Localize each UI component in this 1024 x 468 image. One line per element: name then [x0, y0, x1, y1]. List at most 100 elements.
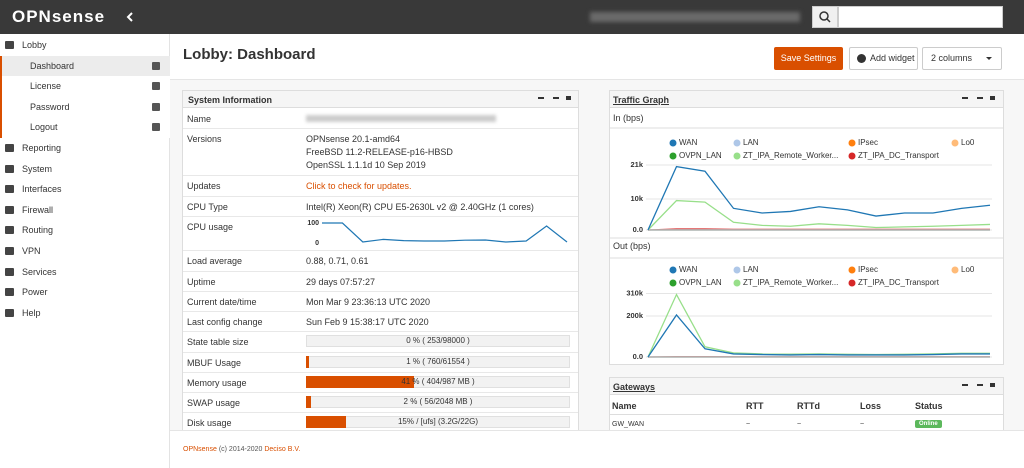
- legend-dot: [669, 266, 677, 274]
- series-line: [647, 313, 990, 358]
- save-button[interactable]: Save Settings: [774, 47, 843, 70]
- search-icon-handle: [826, 18, 831, 23]
- menu-item[interactable]: Power: [22, 287, 48, 298]
- gateways-header: [609, 377, 1004, 395]
- legend-label: LAN: [743, 265, 759, 274]
- y-tick-label: 21k: [630, 160, 643, 169]
- traffic-title[interactable]: Traffic Graph: [613, 95, 670, 105]
- progress-label: 2 % ( 56/2048 MB ): [403, 397, 473, 406]
- progress-fill: [306, 396, 312, 408]
- panel-controls[interactable]: [538, 96, 995, 387]
- menu-icon: [5, 288, 14, 297]
- row-separator: [183, 331, 578, 333]
- legend-dot: [669, 152, 677, 160]
- column-header: Loss: [860, 401, 882, 411]
- legend-label: IPsec: [858, 138, 878, 147]
- legend-label: Lo0: [961, 138, 975, 147]
- row-value: OpenSSL 1.1.1d 10 Sep 2019: [306, 160, 426, 170]
- update-link[interactable]: Click to check for updates.: [306, 181, 412, 191]
- menu-item[interactable]: Reporting: [22, 143, 62, 153]
- name-blur: [306, 115, 496, 122]
- menu-icon: [5, 41, 14, 49]
- series-line: [647, 199, 991, 231]
- row-label: Name: [187, 114, 212, 124]
- menu-item[interactable]: Routing: [22, 225, 54, 236]
- traffic-header: [609, 90, 1004, 108]
- menu-item[interactable]: VPN: [22, 246, 41, 256]
- submenu-item[interactable]: License: [30, 81, 62, 92]
- sysinfo-header: [182, 90, 579, 108]
- cell: ~: [860, 421, 865, 428]
- y-tick-label: 0: [315, 240, 319, 247]
- menu-item[interactable]: System: [22, 163, 53, 174]
- legend-dot: [733, 139, 741, 147]
- row-value: 0.88, 0.71, 0.61: [306, 256, 369, 267]
- search-button[interactable]: [812, 6, 838, 28]
- menu-item[interactable]: Firewall: [22, 204, 54, 215]
- row-separator: [183, 290, 578, 292]
- menu-icon: [152, 82, 160, 91]
- row-value: FreeBSD 11.2-RELEASE-p16-HBSD: [306, 147, 453, 157]
- columns-select[interactable]: 2 columns: [922, 47, 1002, 70]
- row-separator: [183, 371, 578, 373]
- legend-dot: [669, 139, 677, 147]
- submenu-item[interactable]: Logout: [30, 122, 58, 133]
- row-separator: [610, 414, 1003, 415]
- search-input[interactable]: [838, 6, 1003, 28]
- row-value: Sun Feb 9 15:38:17 UTC 2020: [306, 317, 429, 327]
- row-label: Uptime: [187, 276, 216, 287]
- collapse-icon[interactable]: [126, 12, 133, 22]
- status-badge: Online: [915, 420, 942, 428]
- legend-label: OVPN_LAN: [679, 151, 722, 160]
- legend-dot: [733, 152, 741, 160]
- progress-label: 0 % ( 253/98000 ): [406, 336, 470, 346]
- menu-item[interactable]: Interfaces: [22, 184, 62, 195]
- column-header: RTTd: [797, 401, 820, 411]
- legend-label: LAN: [743, 138, 759, 147]
- submenu-row: [0, 55, 170, 77]
- hostname-blur: [590, 12, 800, 22]
- row-label: Versions: [187, 134, 222, 144]
- cell: GW_WAN: [612, 421, 645, 428]
- row-value: Intel(R) Xeon(R) CPU E5-2630L v2 @ 2.40G…: [306, 202, 534, 212]
- row-value: 29 days 07:57:27: [306, 276, 376, 287]
- row-label: Last config change: [187, 317, 263, 327]
- row-separator: [183, 250, 578, 252]
- legend-label: ZT_IPA_Remote_Worker...: [743, 151, 838, 160]
- submenu-item[interactable]: Password: [30, 101, 70, 112]
- row-separator: [183, 351, 578, 353]
- y-tick-label: 10k: [630, 194, 643, 203]
- menu-icon: [5, 185, 14, 194]
- add-widget-button[interactable]: Add widget: [849, 47, 918, 70]
- legend-label: ZT_IPA_DC_Transport: [858, 151, 940, 160]
- menu-item[interactable]: Help: [22, 307, 41, 318]
- menu-item[interactable]: Services: [22, 266, 57, 277]
- menu-icon: [152, 61, 160, 70]
- columns-label: 2 columns: [931, 53, 973, 63]
- chart-title: In (bps): [613, 113, 644, 123]
- column-header: Status: [915, 401, 943, 411]
- footer-brand[interactable]: OPNsense: [183, 446, 217, 453]
- menu-icon: [5, 205, 14, 214]
- legend-label: ZT_IPA_Remote_Worker...: [743, 278, 838, 287]
- cell: ~: [746, 421, 751, 428]
- legend-dot: [848, 139, 856, 147]
- legend-label: Lo0: [961, 265, 975, 274]
- progress-label: 41 % ( 404/987 MB ): [401, 376, 475, 386]
- legend-label: WAN: [679, 265, 698, 274]
- footer-company[interactable]: Deciso B.V.: [264, 446, 301, 453]
- add-widget-label: Add widget: [870, 53, 915, 63]
- menu-item[interactable]: Lobby: [22, 40, 47, 50]
- progress-label: 1 % ( 760/61554 ): [406, 356, 470, 366]
- series-line: [647, 165, 991, 231]
- menu-icon: [5, 267, 14, 276]
- gateways-title[interactable]: Gateways: [613, 382, 656, 392]
- logo[interactable]: OPNsense: [12, 7, 106, 26]
- search-icon: [819, 11, 829, 21]
- legend-dot: [848, 152, 856, 160]
- menu-icon: [152, 123, 160, 132]
- submenu-item[interactable]: Dashboard: [30, 60, 75, 71]
- footer: OPNsense (c) 2014-2020 Deciso B.V.: [170, 430, 1024, 468]
- legend-dot: [951, 139, 959, 147]
- row-label: Current date/time: [187, 296, 257, 307]
